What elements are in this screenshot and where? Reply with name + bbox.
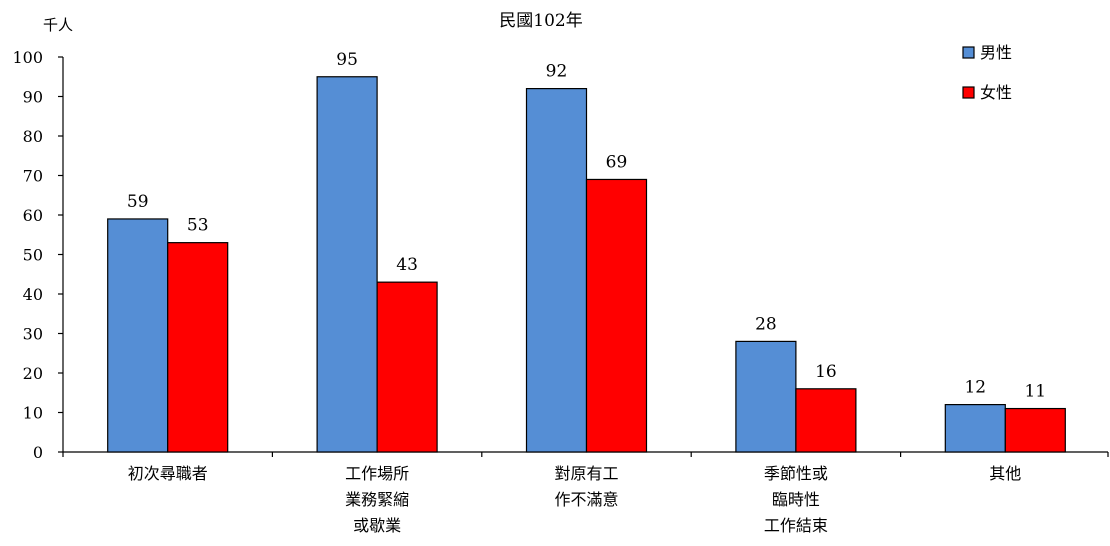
bar-male <box>525 87 588 453</box>
data-label: 12 <box>964 378 986 398</box>
y-tick-label: 70 <box>23 167 43 186</box>
y-tick-label: 80 <box>23 127 43 146</box>
y-tick-label: 10 <box>23 404 43 423</box>
x-category-label: 初次尋職者 <box>128 464 208 483</box>
x-category-label-line: 初次尋職者 <box>128 464 208 483</box>
legend-swatch-female <box>962 86 975 99</box>
bar-female <box>795 388 857 453</box>
data-labels-group: 59 53 95 43 92 69 28 16 12 11 <box>127 50 1046 402</box>
y-axis: 0 10 20 30 40 50 60 70 80 90 100 <box>12 48 64 462</box>
data-label: 43 <box>396 255 418 275</box>
x-category-label-line: 季節性或 <box>764 464 828 483</box>
bar-male <box>735 340 797 453</box>
legend-label-male: 男性 <box>980 43 1012 62</box>
x-category-label-line: 對原有工 <box>554 464 618 483</box>
y-tick-label: 0 <box>33 443 43 462</box>
bar-female <box>167 242 229 453</box>
y-tick-label: 40 <box>23 285 43 304</box>
bars-group <box>107 76 1066 453</box>
x-category-label-line: 或歇業 <box>353 516 401 535</box>
legend-swatch-male <box>962 46 975 59</box>
data-label: 59 <box>127 192 149 212</box>
y-axis-unit-label: 千人 <box>43 16 73 34</box>
x-category-label-line: 工作場所 <box>345 464 409 483</box>
y-tick-label: 60 <box>23 206 43 225</box>
x-category-label-line: 其他 <box>989 464 1021 483</box>
data-label: 92 <box>546 62 568 82</box>
x-axis: 初次尋職者 工作場所業務緊縮或歇業 對原有工作不滿意 季節性或臨時性工作結束 其他 <box>62 451 1109 535</box>
data-label: 16 <box>815 362 837 382</box>
bar-male <box>107 218 169 453</box>
y-tick-label: 30 <box>23 325 43 344</box>
chart-title: 民國102年 <box>499 11 582 31</box>
bar-female <box>376 281 438 453</box>
bar-female <box>585 178 648 453</box>
y-tick-label: 100 <box>12 48 43 67</box>
bar-male <box>316 76 378 453</box>
x-category-label: 對原有工作不滿意 <box>554 464 618 509</box>
x-category-label-line: 臨時性 <box>772 490 820 509</box>
data-label: 11 <box>1024 382 1046 402</box>
x-category-label: 其他 <box>989 464 1021 483</box>
x-category-label-line: 工作結束 <box>764 516 828 535</box>
data-label: 69 <box>606 152 628 172</box>
data-label: 53 <box>187 216 209 236</box>
bar-male <box>944 404 1006 453</box>
x-category-label-line: 作不滿意 <box>554 490 618 509</box>
x-category-label: 季節性或臨時性工作結束 <box>764 464 828 535</box>
bar-female <box>1004 407 1066 453</box>
data-label: 95 <box>336 50 358 70</box>
y-tick-label: 50 <box>23 246 43 265</box>
x-category-label: 工作場所業務緊縮或歇業 <box>345 464 409 535</box>
data-label: 28 <box>755 314 777 334</box>
y-tick-label: 20 <box>23 364 43 383</box>
y-tick-label: 90 <box>23 88 43 107</box>
legend-label-female: 女性 <box>980 83 1012 102</box>
x-category-label-line: 業務緊縮 <box>345 490 409 509</box>
